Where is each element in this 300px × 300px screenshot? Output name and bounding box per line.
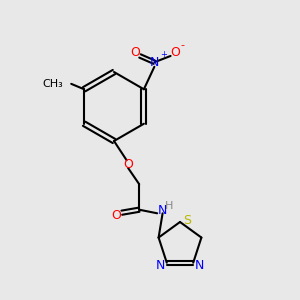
Text: S: S (183, 214, 191, 227)
Text: H: H (165, 201, 173, 211)
Text: N: N (150, 56, 159, 69)
Text: O: O (111, 208, 121, 222)
Text: N: N (195, 259, 205, 272)
Text: N: N (158, 204, 167, 217)
Text: O: O (130, 46, 140, 59)
Text: -: - (180, 40, 184, 50)
Text: O: O (123, 158, 133, 172)
Text: N: N (155, 259, 165, 272)
Text: O: O (170, 46, 180, 59)
Text: +: + (160, 50, 167, 59)
Text: CH₃: CH₃ (42, 79, 63, 89)
